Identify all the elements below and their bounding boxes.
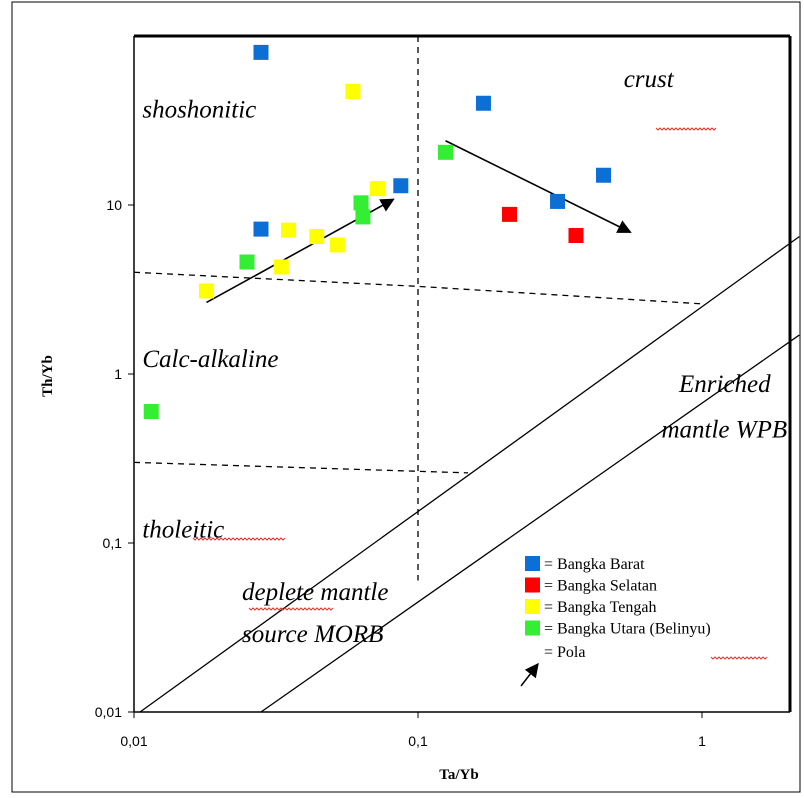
legend-swatch [525,556,540,571]
x-tick-label: 1 [698,733,706,749]
spellcheck-underline [710,656,768,660]
region-label: mantle WPB [661,417,787,444]
data-point [369,181,385,197]
data-point [198,283,214,299]
data-point [475,95,491,111]
legend-label: = Bangka Barat [544,556,645,573]
legend-label: = Bangka Utara (Belinyu) [544,621,711,638]
data-point [502,206,518,222]
dashed-boundary [133,461,469,474]
data-point [253,221,269,237]
y-tick-label: 1 [114,366,122,382]
data-point [345,83,361,99]
region-label: tholeitic [142,516,224,543]
data-point [239,254,255,270]
data-point [329,237,345,253]
legend-label: = Bangka Tengah [544,599,656,616]
legend-series-name: Bangka Utara (Belinyu) [557,621,711,638]
y-tick-label: 0,1 [103,535,123,551]
data-point [393,178,409,194]
solid-boundary [260,334,800,713]
region-label: crust [624,66,675,93]
data-point [281,222,297,238]
region-label: deplete mantle [242,579,388,606]
legend-series-name: Bangka Barat [557,556,645,573]
solid-boundary [139,236,800,713]
legend-swatch [525,620,540,636]
legend-swatch [525,599,540,614]
data-point [568,227,584,243]
legend: = Bangka Barat = Bangka Selatan = Bangka T… [520,556,711,687]
legend-series-name: Bangka Tengah [557,599,656,616]
spellcheck-underline [248,607,334,611]
data-point [253,44,269,60]
spellcheck-underline [655,127,717,131]
spellcheck-underline [192,537,286,541]
region-labels: shoshonitic crust Calc-alkaline Enriched man… [142,66,787,660]
figure-border [11,1,801,793]
data-point [309,229,325,245]
y-axis-title: Th/Yb [40,355,56,397]
data-point [355,209,371,225]
data-point [596,167,612,183]
legend-label: = Pola [544,644,585,661]
y-tick-label: 10 [106,197,122,213]
data-point [353,195,369,211]
region-label: Enriched [678,371,771,398]
legend-arrow-icon [520,662,539,687]
region-label: shoshonitic [142,96,256,123]
y-tick-label: 0,01 [95,704,122,720]
data-point [550,193,566,209]
x-axis-title: Ta/Yb [439,767,478,783]
axis-ticks: 0,01 0,1 1 0,01 0,1 1 10 [95,197,706,749]
region-label: source MORB [242,621,383,648]
x-tick-label: 0,01 [120,733,147,749]
data-point [143,403,159,419]
legend-swatch [525,577,540,593]
data-point [438,144,454,160]
data-points [143,44,612,419]
field-boundaries [133,36,800,713]
region-label: Calc-alkaline [142,346,278,373]
trend-arrow [445,140,632,233]
legend-series-name: Pola [557,644,585,661]
data-point [273,259,289,275]
legend-label: = Bangka Selatan [544,578,657,595]
dashed-boundary [133,271,703,305]
legend-series-name: Bangka Selatan [557,578,657,595]
x-tick-label: 0,1 [408,733,428,749]
